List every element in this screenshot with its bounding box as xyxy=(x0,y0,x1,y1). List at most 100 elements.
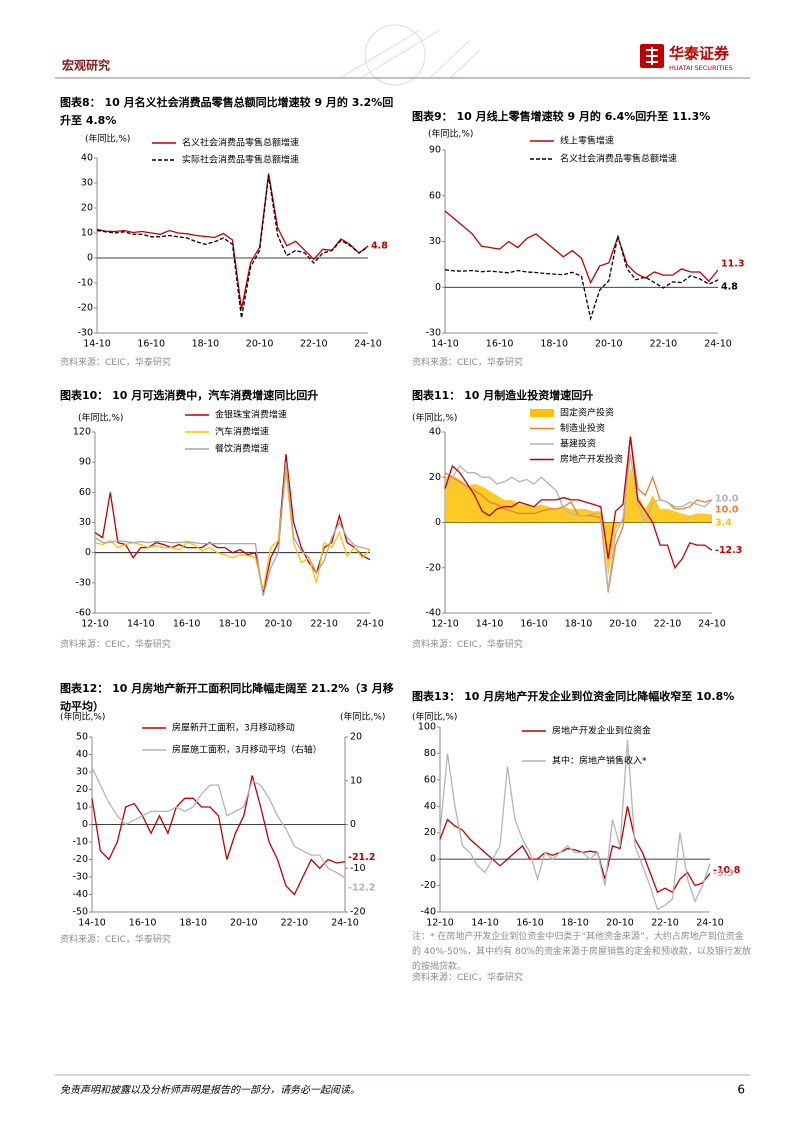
y-tick-label: 30 xyxy=(429,236,441,247)
note: 注：* 在房地产开发企业到位资金中归类于“其他资金来源”，大约占房地产到位资金的… xyxy=(412,932,751,972)
y-tick-label: 60 xyxy=(429,190,441,201)
y-tick-label: 0 xyxy=(87,253,93,264)
end-label: -10.8 xyxy=(713,865,741,876)
line xyxy=(439,806,711,894)
legend-label: 房地产开发投资 xyxy=(560,453,623,465)
line xyxy=(94,472,371,591)
y-tick-label: 20 xyxy=(81,203,93,214)
section-title: 宏观研究 xyxy=(62,58,110,73)
y2-tick-label: -10 xyxy=(350,863,366,874)
y-tick-label: 100 xyxy=(418,722,436,733)
y-tick-label: -60 xyxy=(75,608,91,619)
x-tick-label: 20-10 xyxy=(606,918,634,929)
y-tick-label: 10 xyxy=(81,228,93,239)
x-tick-label: 24-10 xyxy=(354,339,382,350)
source: 资料来源：CEIC，华泰研究 xyxy=(60,640,171,650)
y-tick-label: -20 xyxy=(77,303,93,314)
y-tick-label: 0 xyxy=(85,547,91,558)
line xyxy=(94,454,371,594)
legend-label: 汽车消费增速 xyxy=(215,426,269,438)
disclaimer: 免责声明和披露以及分析师声明是报告的一部分，请务必一起阅读。 xyxy=(60,1084,360,1096)
x-tick-label: 22-10 xyxy=(281,918,309,929)
x-tick-label: 20-10 xyxy=(595,339,623,350)
y-tick-label: -20 xyxy=(420,880,436,891)
x-tick-label: 24-10 xyxy=(331,918,359,929)
x-tick-label: 22-10 xyxy=(651,918,679,929)
y-tick-label: -30 xyxy=(72,872,88,883)
y-tick-label: 90 xyxy=(429,145,441,156)
line xyxy=(439,740,711,911)
y-tick-label: -10 xyxy=(72,837,88,848)
x-tick-label: 16-10 xyxy=(129,918,157,929)
line xyxy=(444,210,719,285)
area xyxy=(445,465,712,577)
x-tick-label: 22-10 xyxy=(300,339,328,350)
x-tick-label: 22-10 xyxy=(654,619,682,630)
legend-label: 房屋新开工面积，3月移动移动 xyxy=(172,722,295,734)
x-tick-label: 22-10 xyxy=(650,339,678,350)
end-label: 4.8 xyxy=(371,241,388,252)
legend-label: 餐饮消费增速 xyxy=(215,443,269,455)
end-label: 11.3 xyxy=(721,259,744,270)
x-tick-label: 20-10 xyxy=(230,918,258,929)
y-tick-label: 40 xyxy=(81,153,93,164)
line xyxy=(444,235,719,322)
y-tick-label: 0 xyxy=(435,517,441,528)
x-tick-label: 14-10 xyxy=(471,918,499,929)
x-tick-label: 14-10 xyxy=(83,339,111,350)
chart-title: 图表11： 10 月制造业投资增速回升 xyxy=(412,389,594,402)
x-tick-label: 16-10 xyxy=(516,918,544,929)
y-tick-label: 60 xyxy=(424,774,436,785)
y-tick-label: 20 xyxy=(429,472,441,483)
legend-label: 实际社会消费品零售总额增速 xyxy=(182,154,299,166)
y-tick-label: 30 xyxy=(76,767,88,778)
legend-label: 名义社会消费品零售总额增速 xyxy=(182,137,299,149)
x-tick-label: 12-10 xyxy=(426,918,454,929)
y-tick-label: -20 xyxy=(425,562,441,573)
chart-title: 图表9： 10 月线上零售增速较 9 月的 6.4%回升至 11.3% xyxy=(412,110,711,123)
end-label: 10.0 xyxy=(715,504,739,515)
y2-tick-label: 20 xyxy=(350,732,362,743)
x-tick-label: 14-10 xyxy=(431,339,459,350)
y-tick-label: 10 xyxy=(76,802,88,813)
x-tick-label: 14-10 xyxy=(476,619,504,630)
y-tick-label: 20 xyxy=(76,784,88,795)
source: 资料来源：CEIC，华泰研究 xyxy=(412,973,523,983)
y-tick-label: 80 xyxy=(424,748,436,759)
y-tick-label: 60 xyxy=(79,487,91,498)
y-tick-label: -30 xyxy=(425,328,441,339)
line xyxy=(91,775,346,896)
page-number: 6 xyxy=(737,1083,745,1097)
brand: 华泰证券 xyxy=(669,45,730,63)
x-tick-label: 18-10 xyxy=(565,619,593,630)
x-tick-label: 16-10 xyxy=(137,339,165,350)
legend-label: 线上零售增速 xyxy=(560,135,614,147)
x-tick-label: 24-10 xyxy=(704,339,732,350)
x-tick-label: 22-10 xyxy=(310,619,338,630)
x-tick-label: 20-10 xyxy=(609,619,637,630)
y-tick-label: 0 xyxy=(430,854,436,865)
x-tick-label: 12-10 xyxy=(431,619,459,630)
x-tick-label: 24-10 xyxy=(698,619,726,630)
brand-en: HUATAI SECURITIES xyxy=(669,64,733,72)
y-tick-label: -40 xyxy=(425,608,441,619)
x-tick-label: 18-10 xyxy=(561,918,589,929)
end-label: -3.3 xyxy=(713,868,734,879)
y2-axis-unit: (年同比,%) xyxy=(340,711,385,723)
y-tick-label: 30 xyxy=(79,517,91,528)
y-tick-label: 50 xyxy=(76,732,88,743)
y2-tick-label: 0 xyxy=(350,819,356,830)
end-label: -12.3 xyxy=(715,545,742,556)
y-tick-label: -50 xyxy=(72,907,88,918)
x-tick-label: 24-10 xyxy=(356,619,384,630)
legend-label: 名义社会消费品零售总额增速 xyxy=(560,153,677,165)
line xyxy=(94,462,371,597)
end-label: 3.4 xyxy=(715,517,732,528)
y-tick-label: -40 xyxy=(420,907,436,918)
x-tick-label: 14-10 xyxy=(78,918,106,929)
y2-tick-label: 10 xyxy=(350,775,362,786)
y-axis-unit: (年同比,%) xyxy=(412,711,457,723)
y-tick-label: -30 xyxy=(77,328,93,339)
